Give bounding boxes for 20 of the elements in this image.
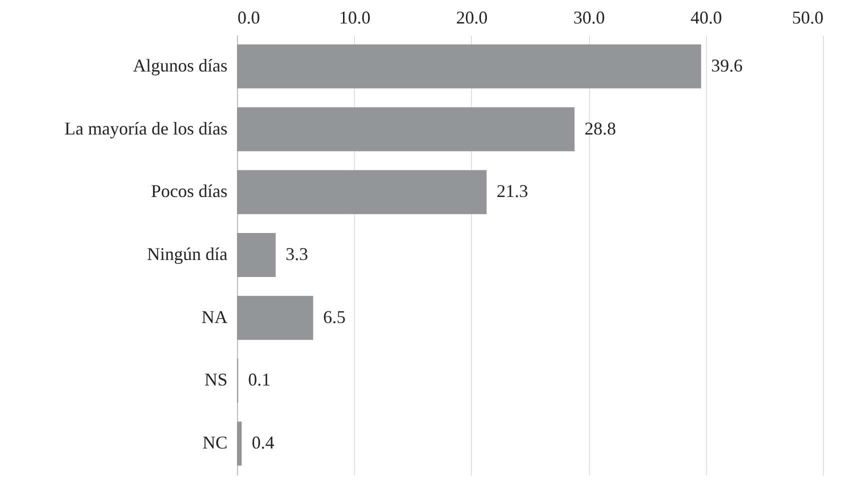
data-label: 21.3	[496, 181, 528, 202]
y-tick-label: Pocos días	[151, 181, 228, 202]
x-tick-label: 50.0	[792, 8, 824, 28]
x-tick-label: 10.0	[338, 8, 370, 28]
data-label: 3.3	[286, 244, 308, 264]
x-tick-label: 40.0	[690, 8, 722, 28]
data-label: 0.4	[252, 432, 274, 453]
x-tick-label: 30.0	[573, 8, 605, 28]
y-tick-label: NS	[204, 370, 228, 390]
data-label: 6.5	[323, 306, 346, 327]
x-tick-label: 20.0	[456, 8, 488, 28]
y-tick-label: La mayoría de los días	[64, 118, 228, 138]
y-tick-label: Ningún día	[147, 244, 228, 264]
y-tick-label: NC	[202, 432, 228, 453]
y-tick-label: NA	[202, 306, 228, 327]
data-label: 0.1	[248, 370, 271, 390]
y-tick-label: Algunos días	[133, 55, 228, 76]
x-tick-label: 0.0	[238, 8, 260, 28]
data-label: 28.8	[584, 118, 616, 138]
data-label: 39.6	[711, 55, 743, 76]
